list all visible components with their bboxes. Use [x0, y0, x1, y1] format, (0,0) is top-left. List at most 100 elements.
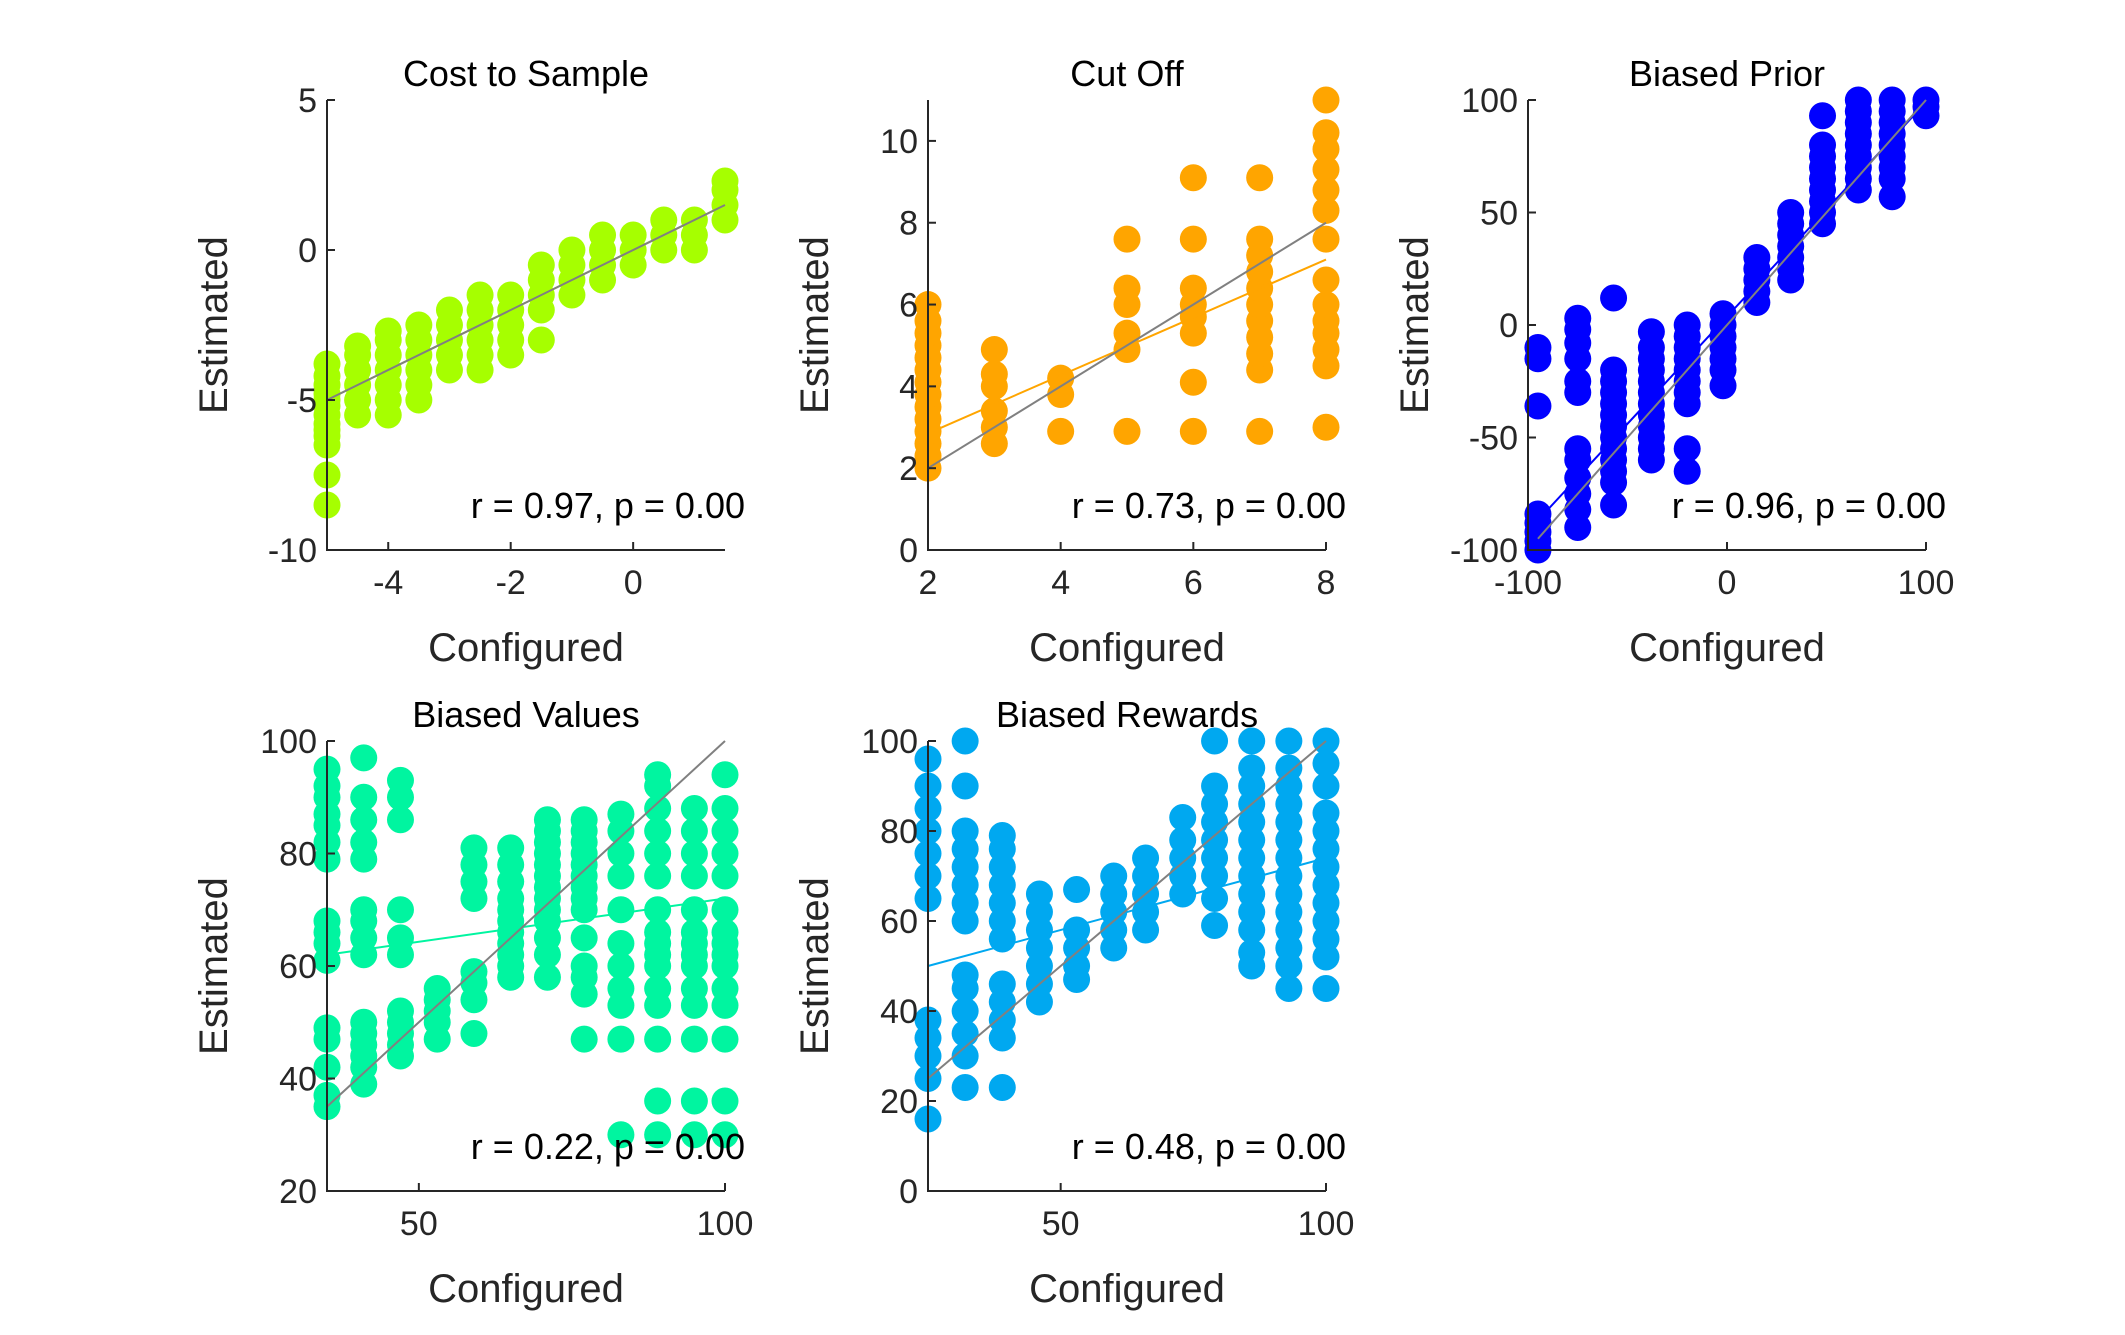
data-point: [1201, 912, 1229, 939]
y-tick-label: 0: [298, 232, 317, 270]
y-tick-label: 60: [279, 948, 317, 986]
y-tick-label: 80: [279, 836, 317, 874]
correlation-annotation: r = 0.96, p = 0.00: [1672, 485, 1946, 526]
data-point: [951, 817, 979, 845]
x-tick-label: 6: [1184, 564, 1203, 602]
data-point: [1113, 319, 1141, 347]
data-point: [644, 1087, 672, 1115]
data-point: [1113, 417, 1141, 445]
data-point: [1777, 199, 1805, 226]
identity-line: [927, 221, 1327, 470]
data-point: [711, 761, 739, 789]
data-point: [1312, 156, 1340, 184]
data-point: [533, 963, 561, 991]
y-axis-label: Estimated: [1393, 236, 1437, 414]
data-point: [607, 1025, 635, 1053]
data-point: [1312, 750, 1340, 777]
y-axis-label: Estimated: [192, 236, 236, 414]
data-point: [350, 783, 378, 811]
data-point: [680, 795, 708, 822]
data-point: [1025, 880, 1053, 908]
data-point: [1312, 413, 1340, 441]
data-point: [1238, 727, 1266, 755]
data-point: [1312, 266, 1340, 294]
y-tick-label: 60: [880, 903, 918, 941]
x-tick-label: 50: [1042, 1205, 1080, 1243]
data-point: [711, 975, 739, 1002]
data-point: [1132, 844, 1160, 872]
y-tick-label: 40: [279, 1061, 317, 1099]
y-tick-label: 80: [880, 813, 918, 851]
data-point: [1809, 131, 1837, 159]
y-axis-label: Estimated: [192, 877, 236, 1055]
y-tick-label: 8: [899, 205, 918, 243]
data-point: [1524, 334, 1552, 361]
data-point: [607, 952, 635, 980]
data-point: [1564, 435, 1592, 463]
data-point: [527, 326, 555, 354]
data-point: [650, 206, 678, 234]
correlation-annotation: r = 0.73, p = 0.00: [1072, 485, 1346, 526]
data-point: [607, 800, 635, 828]
data-point: [1113, 274, 1141, 302]
data-point: [644, 975, 672, 1002]
data-point: [644, 840, 672, 867]
data-point: [680, 918, 708, 946]
data-point: [1100, 862, 1128, 890]
data-point: [619, 221, 647, 249]
data-point: [570, 952, 598, 980]
data-point: [1238, 939, 1266, 966]
data-point: [386, 896, 414, 924]
data-point: [1312, 119, 1340, 147]
x-axis-label: Configured: [428, 1267, 624, 1311]
data-point: [644, 1121, 672, 1149]
data-point: [711, 918, 739, 946]
data-point: [711, 1087, 739, 1115]
identity-line: [326, 204, 726, 401]
data-point: [680, 1087, 708, 1115]
y-tick-label: 0: [899, 1173, 918, 1211]
data-point: [951, 1042, 979, 1070]
data-point: [570, 1025, 598, 1053]
data-point: [644, 918, 672, 946]
data-point: [374, 317, 402, 345]
x-tick-label: -4: [373, 564, 403, 602]
data-point: [1063, 876, 1091, 903]
data-point: [350, 1008, 378, 1036]
data-point: [1809, 102, 1837, 130]
data-point: [1246, 417, 1274, 445]
data-point: [951, 1074, 979, 1101]
data-point: [680, 817, 708, 845]
identity-line: [326, 740, 726, 1108]
identity-line: [1537, 99, 1927, 540]
data-point: [1673, 457, 1701, 485]
chart-title: Biased Prior: [1629, 53, 1825, 94]
y-tick-label: -10: [268, 532, 317, 570]
data-point: [607, 1121, 635, 1149]
x-tick-label: -100: [1494, 564, 1562, 602]
data-point: [711, 167, 739, 195]
data-point: [1047, 364, 1075, 392]
scatter-points: [914, 86, 1340, 482]
scatter-points: [313, 744, 739, 1149]
y-tick-label: -100: [1450, 532, 1518, 570]
data-point: [711, 1025, 739, 1053]
data-point: [1201, 727, 1229, 755]
chart-title: Cost to Sample: [403, 53, 649, 94]
data-point: [1709, 300, 1737, 328]
data-point: [1312, 799, 1340, 827]
data-point: [1878, 86, 1906, 114]
data-point: [405, 311, 433, 339]
data-point: [497, 281, 525, 309]
data-point: [1312, 975, 1340, 1002]
data-point: [1600, 356, 1628, 384]
data-point: [980, 360, 1008, 388]
data-point: [386, 924, 414, 952]
y-tick-label: 6: [899, 287, 918, 325]
y-tick-label: 40: [880, 993, 918, 1031]
data-point: [570, 924, 598, 952]
data-point: [711, 862, 739, 890]
chart-title: Cut Off: [1070, 53, 1184, 94]
data-point: [644, 896, 672, 924]
data-point: [1564, 367, 1592, 395]
